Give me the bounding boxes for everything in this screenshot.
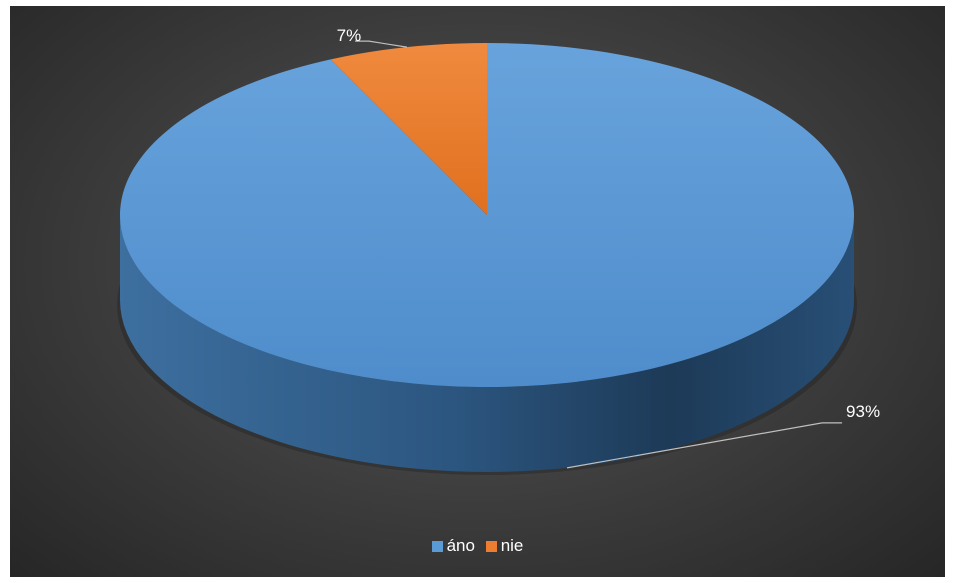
legend: áno nie <box>0 536 955 557</box>
data-label-nie: 7% <box>337 26 362 45</box>
legend-item-nie: nie <box>485 536 524 556</box>
leader-line-nie <box>354 40 408 48</box>
data-label-ano: 93% <box>846 402 880 421</box>
pie-slice-ano <box>119 43 855 387</box>
legend-swatch-ano <box>431 540 443 552</box>
legend-label-nie: nie <box>500 536 524 555</box>
pie-slice-nie <box>330 43 487 215</box>
legend-swatch-nie <box>485 540 497 552</box>
legend-item-ano: áno <box>431 536 475 556</box>
legend-label-ano: áno <box>446 536 475 555</box>
pie-side-wall <box>120 215 854 472</box>
leader-line-ano <box>566 422 843 469</box>
